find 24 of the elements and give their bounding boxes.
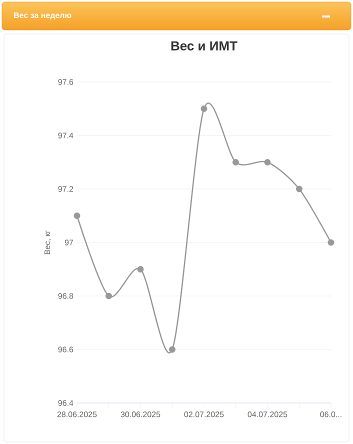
y-tick-label: 97 (64, 240, 74, 246)
x-tick-label: 04.07.2025 (248, 412, 288, 418)
point (296, 186, 302, 192)
text: Вес за неделю (14, 12, 72, 20)
y-tick-label: 97.6 (58, 79, 74, 85)
y-tick-label: 96.6 (58, 346, 74, 352)
y-tick-label: 96.4 (58, 400, 74, 406)
point (137, 266, 144, 272)
y-axis-title: Вес, кг (44, 230, 52, 254)
point (105, 292, 112, 300)
point (168, 346, 176, 353)
y-tick-label: 97.4 (58, 132, 74, 138)
point (328, 239, 334, 246)
x-tick-label: 28.06.2025 (57, 412, 97, 418)
x-tick-label: 30.06.2025 (120, 412, 160, 418)
point (74, 212, 80, 219)
chart-title: Вес и ИМТ (171, 41, 238, 50)
point (264, 159, 271, 166)
x-tick-label: 02.07.2025 (184, 412, 224, 418)
point (232, 159, 239, 166)
y-tick-label: 97.2 (58, 186, 74, 192)
y-tick-label: 96.8 (58, 293, 74, 299)
x-tick-label: 06.0... (320, 412, 342, 418)
point (200, 106, 208, 112)
